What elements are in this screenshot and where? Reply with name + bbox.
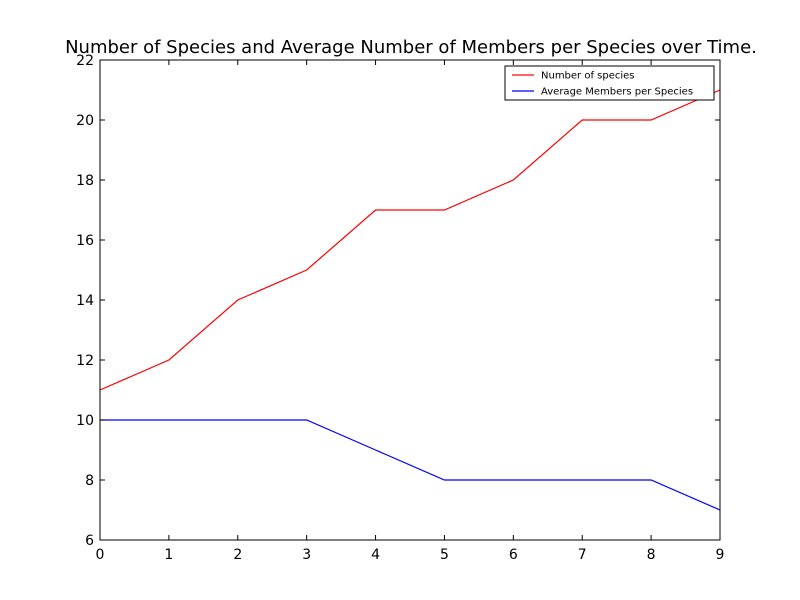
x-tick-label: 2 <box>233 547 242 563</box>
y-tick-label: 10 <box>76 413 94 429</box>
y-tick-label: 8 <box>85 473 94 489</box>
y-tick-label: 14 <box>76 293 94 309</box>
series-layer <box>99 89 721 511</box>
x-tick-label: 9 <box>716 547 725 563</box>
x-axis: 0 1 2 3 4 5 6 7 8 9 <box>96 60 725 563</box>
y-tick-label: 18 <box>76 173 94 189</box>
legend-label-1: Number of species <box>541 71 635 82</box>
series-line-1 <box>99 89 721 391</box>
x-tick-label: 4 <box>371 547 380 563</box>
x-tick-label: 8 <box>647 547 656 563</box>
x-tick-label: 6 <box>509 547 518 563</box>
y-tick-label: 12 <box>76 353 94 369</box>
x-tick-label: 1 <box>164 547 173 563</box>
y-tick-label: 6 <box>85 533 94 549</box>
x-tick-label: 0 <box>96 547 105 563</box>
y-tick-label: 22 <box>76 53 94 69</box>
chart-title: Number of Species and Average Number of … <box>65 37 757 58</box>
y-tick-label: 16 <box>76 233 94 249</box>
x-tick-label: 3 <box>302 547 311 563</box>
legend-box <box>504 65 715 101</box>
legend-label-2: Average Members per Species <box>541 87 693 98</box>
x-tick-label: 7 <box>578 547 587 563</box>
y-axis: 6 8 10 12 14 16 18 20 22 <box>76 53 720 549</box>
plot-frame <box>99 59 721 541</box>
series-line-2 <box>100 419 721 511</box>
legend: Number of species Average Members per Spe… <box>504 65 715 101</box>
y-tick-label: 20 <box>76 113 94 129</box>
x-tick-label: 5 <box>440 547 449 563</box>
